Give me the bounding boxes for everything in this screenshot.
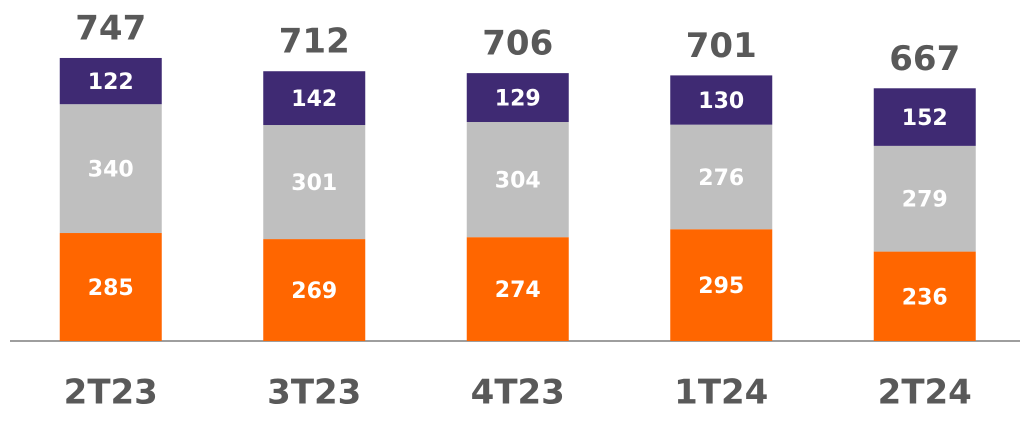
data-label: 276 bbox=[698, 166, 744, 191]
bar-segment bbox=[466, 237, 569, 341]
data-label: 122 bbox=[88, 70, 134, 95]
data-label: 269 bbox=[291, 279, 337, 304]
data-label: 129 bbox=[495, 87, 541, 112]
total-label: 667 bbox=[889, 39, 960, 79]
bar-segment bbox=[670, 75, 773, 125]
data-label: 301 bbox=[291, 171, 337, 196]
x-tick-label: 2T24 bbox=[878, 373, 972, 413]
data-label: 152 bbox=[902, 106, 948, 131]
total-label: 712 bbox=[279, 22, 350, 62]
bar-segment bbox=[873, 145, 976, 252]
bar-segment bbox=[873, 88, 976, 146]
bar-segment bbox=[670, 229, 773, 341]
x-tick-label: 4T23 bbox=[471, 373, 565, 413]
total-label: 747 bbox=[75, 8, 146, 48]
bar-segment bbox=[59, 104, 162, 234]
bar-segment bbox=[59, 57, 162, 105]
bar-segment bbox=[873, 251, 976, 341]
total-label: 706 bbox=[482, 24, 553, 64]
total-label: 701 bbox=[686, 26, 757, 66]
data-label: 285 bbox=[88, 276, 134, 301]
bar-segment bbox=[466, 73, 569, 123]
data-label: 295 bbox=[698, 274, 744, 299]
x-tick-label: 1T24 bbox=[674, 373, 768, 413]
bar-segment bbox=[466, 122, 569, 238]
bar-segment bbox=[59, 233, 162, 341]
bar-segment bbox=[263, 71, 366, 126]
bar-segment bbox=[263, 239, 366, 341]
data-label: 130 bbox=[698, 89, 744, 114]
x-tick-label: 2T23 bbox=[64, 373, 158, 413]
data-label: 304 bbox=[495, 169, 541, 194]
data-label: 340 bbox=[88, 158, 134, 183]
data-label: 274 bbox=[495, 278, 541, 303]
bar-segment bbox=[263, 125, 366, 240]
data-label: 142 bbox=[291, 87, 337, 112]
data-label: 236 bbox=[902, 285, 948, 310]
x-tick-label: 3T23 bbox=[267, 373, 361, 413]
data-label: 279 bbox=[902, 188, 948, 213]
bar-segment bbox=[670, 124, 773, 230]
